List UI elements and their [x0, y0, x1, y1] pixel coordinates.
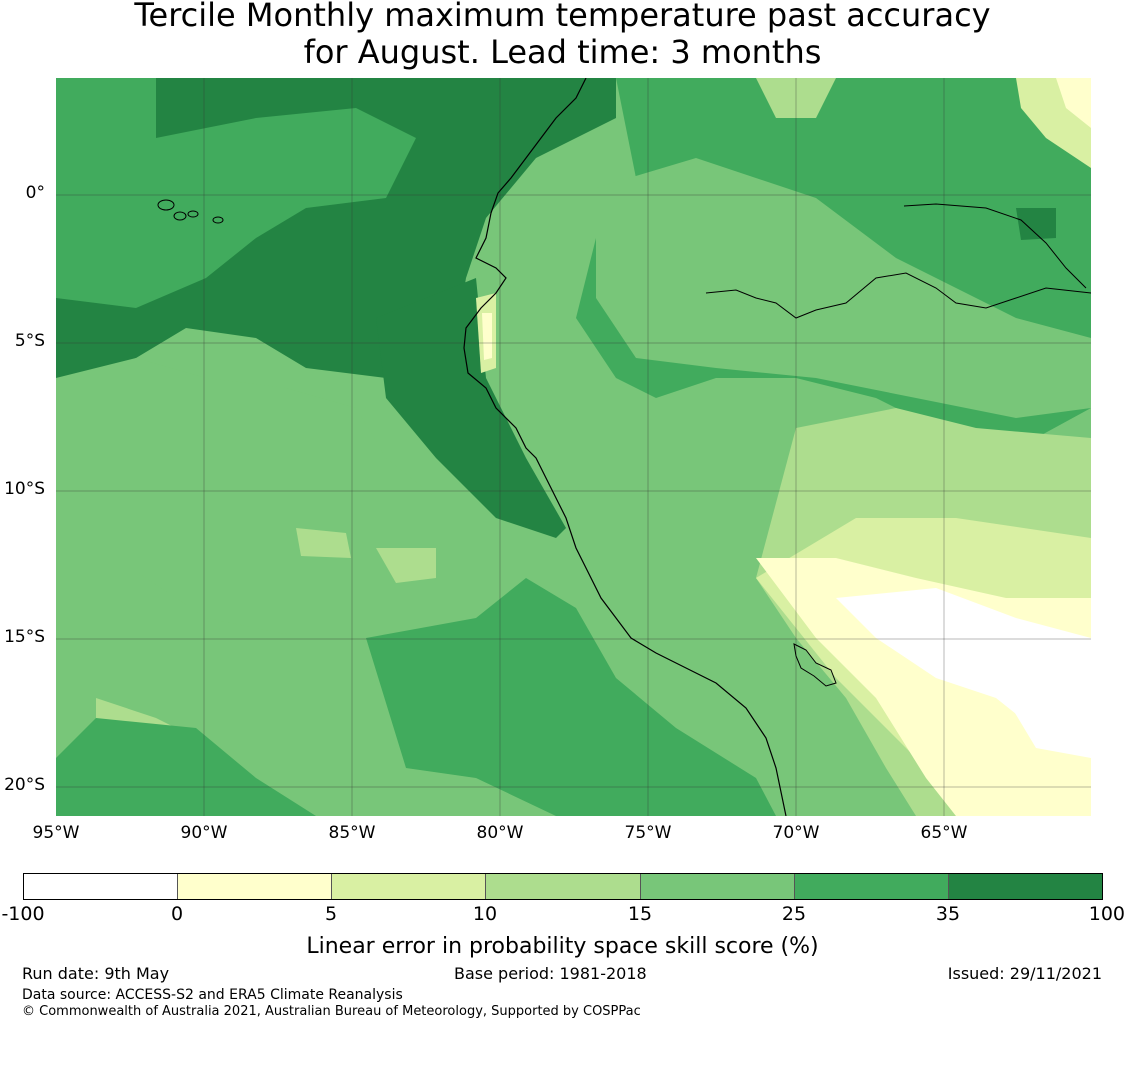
lon-label-75w: 75°W — [624, 823, 672, 843]
colorbar-segment — [794, 874, 949, 899]
island-c — [187, 210, 199, 218]
lon-label-95w: 95°W — [32, 823, 80, 843]
colorbar-segment — [178, 874, 333, 899]
island-d — [212, 216, 224, 224]
colorbar — [23, 873, 1103, 900]
region-coast-band — [56, 78, 416, 308]
map-title-line-2: for August. Lead time: 3 months — [303, 33, 822, 71]
region-light-ocean-2 — [296, 528, 351, 558]
region-coast-light-2 — [482, 313, 492, 360]
colorbar-tick: 100 — [1088, 903, 1125, 925]
colorbar-tick: 15 — [627, 903, 653, 925]
colorbar-segment — [24, 874, 179, 899]
colorbar-segment — [948, 874, 1102, 899]
region-se-white-2 — [1006, 678, 1091, 758]
colorbar-segment — [640, 874, 795, 899]
colorbar-tick: 25 — [781, 903, 807, 925]
region-light-ocean-3 — [376, 548, 436, 583]
river-north — [903, 203, 1087, 289]
lon-label-65w: 65°W — [920, 823, 968, 843]
island-b — [173, 211, 187, 221]
lat-label-10s: 10°S — [4, 479, 45, 499]
colorbar-tick: 35 — [935, 903, 961, 925]
region-south-coast-2 — [56, 718, 316, 816]
lat-label-5s: 5°S — [14, 331, 45, 351]
issued-date: Issued: 29/11/2021 — [947, 964, 1102, 983]
coastline — [463, 78, 787, 816]
graticule — [56, 78, 1091, 816]
lake-titicaca — [793, 643, 837, 687]
colorbar-tick: -100 — [1, 903, 45, 925]
map-title-line-1: Tercile Monthly maximum temperature past… — [134, 0, 991, 34]
colorbar-segment — [486, 874, 641, 899]
skill-score-map — [56, 78, 1091, 816]
lat-label-15s: 15°S — [4, 627, 45, 647]
colorbar-label: Linear error in probability space skill … — [306, 934, 819, 959]
run-date: Run date: 9th May — [22, 964, 170, 983]
region-amazon-light — [596, 158, 1091, 418]
colorbar-tick: 0 — [170, 903, 184, 925]
region-ne-lightest — [1056, 78, 1091, 128]
data-source: Data source: ACCESS-S2 and ERA5 Climate … — [22, 987, 403, 1003]
lat-label-0: 0° — [25, 183, 45, 203]
base-period: Base period: 1981-2018 — [454, 964, 647, 983]
region-south-coast — [366, 578, 776, 816]
lon-label-85w: 85°W — [328, 823, 376, 843]
copyright-notice: © Commonwealth of Australia 2021, Austra… — [22, 1004, 641, 1019]
lon-label-90w: 90°W — [180, 823, 228, 843]
amazon-river — [705, 272, 1091, 319]
lon-label-70w: 70°W — [772, 823, 820, 843]
region-dark-coast — [376, 278, 566, 538]
region-amazon-dark — [1016, 208, 1056, 240]
colorbar-tick: 10 — [472, 903, 498, 925]
lon-label-80w: 80°W — [476, 823, 524, 843]
island-a — [157, 199, 175, 211]
region-ocean-sw — [56, 358, 496, 678]
galapagos-islands — [157, 199, 224, 224]
region-amazon-light-2 — [756, 78, 836, 118]
lat-label-20s: 20°S — [4, 775, 45, 795]
colorbar-tick: 5 — [324, 903, 338, 925]
colorbar-segment — [332, 874, 487, 899]
